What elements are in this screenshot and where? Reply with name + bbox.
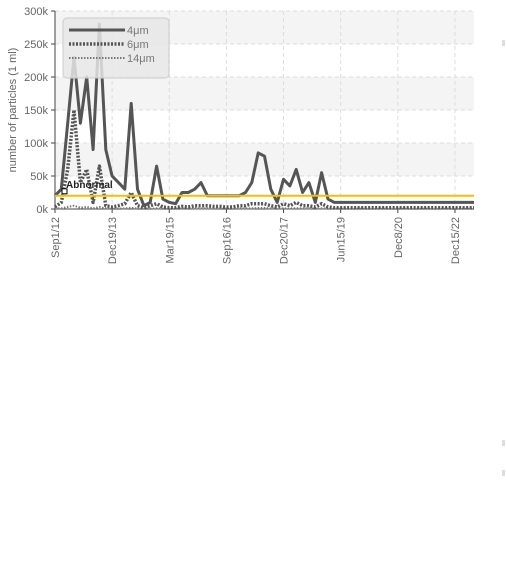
x-tick-label: Dec15/22 bbox=[450, 217, 462, 264]
threshold-marker bbox=[61, 188, 68, 195]
series-line-14m bbox=[54, 204, 474, 210]
y-axis-label: number of particles (1 ml) bbox=[7, 48, 19, 173]
x-tick-label: Dec19/13 bbox=[107, 217, 119, 264]
y-tick-label: 100k bbox=[24, 138, 48, 150]
y-tick-label: 300k bbox=[24, 6, 48, 18]
edge-mark-top bbox=[502, 40, 505, 46]
y-tick-label: 0k bbox=[36, 204, 48, 216]
plot-band bbox=[55, 77, 474, 110]
legend-label: 6μm bbox=[127, 39, 149, 51]
legend-box bbox=[62, 17, 170, 79]
x-tick-label: Sep16/16 bbox=[221, 217, 233, 264]
x-tick-label: Mar19/15 bbox=[164, 217, 176, 263]
series-line-4m bbox=[53, 22, 474, 208]
axes: 0k 50k 100k 150k 200k 250k 300k Sep1/12 Dec19/13… bbox=[24, 6, 474, 264]
x-tick-label: Jun15/19 bbox=[336, 217, 348, 262]
threshold-annotation: Abnormal bbox=[66, 180, 113, 191]
series-lines bbox=[53, 22, 474, 210]
x-tick-label: Dec20/17 bbox=[279, 217, 291, 264]
legend-label: 4μm bbox=[127, 25, 149, 37]
series-line-6m bbox=[53, 108, 474, 210]
y-tick-label: 250k bbox=[24, 39, 48, 51]
y-tick-label: 150k bbox=[24, 105, 48, 117]
y-tick-label: 50k bbox=[30, 171, 48, 183]
legend-label: 14μm bbox=[127, 53, 155, 65]
legend: 4μm 6μm 14μm bbox=[62, 17, 170, 79]
y-tick-label: 200k bbox=[24, 72, 48, 84]
x-tick-label: Sep1/12 bbox=[50, 217, 62, 258]
edge-mark-bottom bbox=[502, 440, 505, 446]
edge-mark-lower bbox=[502, 470, 505, 476]
threshold-layer: Abnormal bbox=[55, 180, 474, 197]
x-tick-label: Dec8/20 bbox=[393, 217, 405, 258]
